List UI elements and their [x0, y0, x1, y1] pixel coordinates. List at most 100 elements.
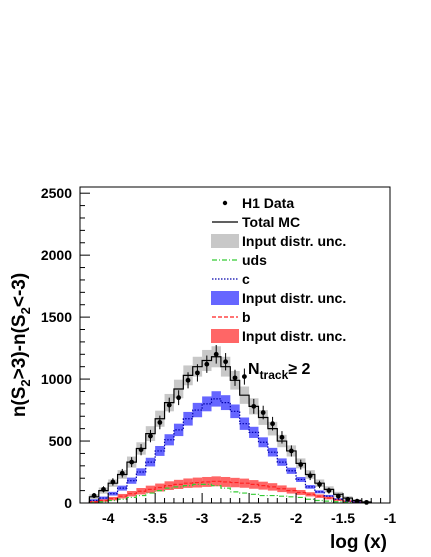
x-tick-label: -2 [290, 510, 303, 526]
data-point [298, 462, 304, 467]
data-point [138, 447, 144, 453]
c-band-bin [267, 447, 278, 457]
legend-label: b [242, 309, 251, 325]
c-band-bin [136, 468, 146, 476]
c-band-bin [164, 434, 174, 446]
data-point [195, 370, 200, 376]
legend: H1 Data Total MC Input distr. unc. uds c Inpu… [211, 195, 346, 344]
legend-label: c [242, 271, 250, 287]
plot-frame [79, 186, 391, 504]
data-point [335, 493, 341, 499]
b-histogram-line [88, 480, 372, 504]
x-axis-title: log (x) [330, 532, 387, 553]
legend-entry: Input distr. unc. [211, 328, 346, 344]
data-point [101, 486, 106, 492]
x-tick-label: -3 [196, 510, 209, 526]
ntrack-annotation: Ntrack≥ 2 [248, 361, 310, 382]
legend-entry: Input distr. unc. [211, 290, 346, 306]
y-axis-title: n(S2>3)-n(S2<-3) [9, 273, 33, 417]
data-point [251, 403, 257, 409]
c-band-bin [117, 485, 127, 491]
c-band-bin [145, 457, 156, 467]
legend-label: Total MC [242, 214, 300, 230]
c-band-bin [108, 491, 118, 496]
legend-entry: uds [212, 252, 267, 268]
data-point [223, 359, 229, 365]
data-point [241, 374, 247, 379]
legend-label: H1 Data [242, 195, 294, 211]
data-point [129, 459, 135, 465]
histogram-lines [88, 356, 372, 504]
legend-marker [222, 200, 228, 206]
data-point [176, 395, 182, 401]
data-point [364, 499, 369, 505]
data-point [260, 410, 266, 415]
data-point [119, 470, 125, 476]
c-band-bin [183, 411, 193, 426]
c-histogram-line [88, 398, 372, 504]
x-tick-label: -3.5 [143, 510, 167, 526]
legend-label: Input distr. unc. [242, 328, 346, 344]
data-point [204, 361, 210, 367]
data-point [288, 448, 294, 454]
data-point [279, 434, 285, 440]
data-point [345, 496, 351, 502]
legend-entry: Input distr. unc. [211, 233, 346, 249]
x-tick-label: -1.5 [331, 510, 355, 526]
y-tick-label: 0 [64, 495, 72, 511]
data-point [157, 420, 163, 425]
c-band-bin [239, 417, 250, 430]
uds-histogram-line [88, 483, 372, 504]
data-point [91, 493, 97, 498]
y-tick-label: 2500 [41, 185, 72, 201]
data-point [232, 375, 238, 381]
x-tick-label: -1 [384, 510, 397, 526]
data-point [270, 421, 275, 427]
data-point [307, 473, 313, 479]
data-point [185, 377, 191, 383]
data-point [148, 433, 153, 439]
legend-entry: c [212, 271, 250, 287]
legend-box-swatch [211, 329, 239, 343]
b-band-bin [239, 478, 250, 488]
legend-entry: Total MC [212, 214, 300, 230]
b-band-bin [286, 487, 297, 494]
legend-label: Input distr. unc. [242, 233, 346, 249]
c-band-bin [249, 426, 259, 438]
y-tick-label: 500 [49, 433, 73, 449]
legend-entry: b [212, 309, 251, 325]
b-band-bin [211, 476, 221, 487]
c-band-bin [324, 494, 334, 498]
data-point [317, 482, 322, 487]
y-tick-label: 1500 [41, 309, 72, 325]
b-band-bin [98, 499, 109, 502]
axes: -4 -3.5 -3 -2.5 -2 -1.5 -1 0 500 1000 1500 2000 2500 [41, 185, 397, 526]
data-points [91, 345, 369, 505]
data-point [166, 402, 172, 408]
legend-label: Input distr. unc. [242, 290, 346, 306]
legend-box-swatch [211, 234, 239, 248]
c-band-bin [277, 458, 287, 466]
b-band-bin [173, 479, 184, 489]
x-tick-label: -4 [102, 510, 115, 526]
b-band-bin [277, 485, 287, 493]
c-band-bin [192, 402, 203, 418]
legend-box-swatch [211, 291, 239, 305]
c-band-bin [155, 445, 165, 456]
c-band-bin [211, 391, 221, 407]
legend-label: uds [242, 252, 267, 268]
total-mc-histogram-line [88, 356, 372, 503]
data-point [354, 498, 360, 504]
y-tick-label: 1000 [41, 371, 72, 387]
data-point [213, 351, 219, 357]
b-band-bin [89, 500, 99, 503]
c-band-bin [126, 477, 137, 484]
b-band-bin [183, 478, 193, 488]
data-point [326, 488, 332, 494]
legend-entry: H1 Data [222, 195, 294, 211]
y-tick-label: 2000 [41, 247, 72, 263]
c-band-bin [286, 467, 297, 474]
c-band-bin [305, 485, 315, 489]
data-point [110, 479, 116, 485]
